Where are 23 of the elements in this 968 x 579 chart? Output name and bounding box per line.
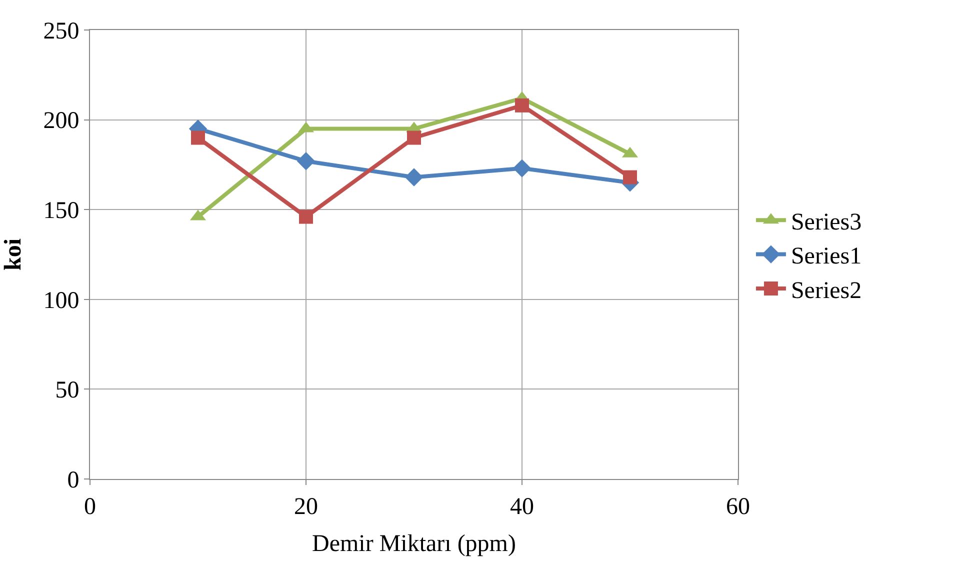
y-tick-label: 100 [43,288,80,314]
point [515,98,529,112]
y-axis-title: koi [0,238,26,271]
y-tick-label: 0 [67,467,80,494]
point [191,130,205,145]
point [299,210,313,224]
x-axis-title: Demir Miktarı (ppm) [312,531,516,558]
y-tick-label: 250 [43,18,80,44]
legend-label: Series1 [790,244,862,270]
point [404,168,424,186]
point [407,130,421,145]
legend-label: Series2 [790,278,862,304]
legend-label: Series3 [790,209,862,236]
x-tick-label: 20 [294,494,318,520]
y-tick-label: 50 [55,378,80,404]
point [296,152,316,170]
point [623,170,637,184]
y-tick-label: 150 [43,198,80,224]
x-tick-label: 0 [84,494,96,520]
point [512,159,532,178]
x-tick-label: 40 [510,494,534,520]
y-tick-label: 200 [43,108,80,134]
x-tick-label: 60 [726,494,750,520]
